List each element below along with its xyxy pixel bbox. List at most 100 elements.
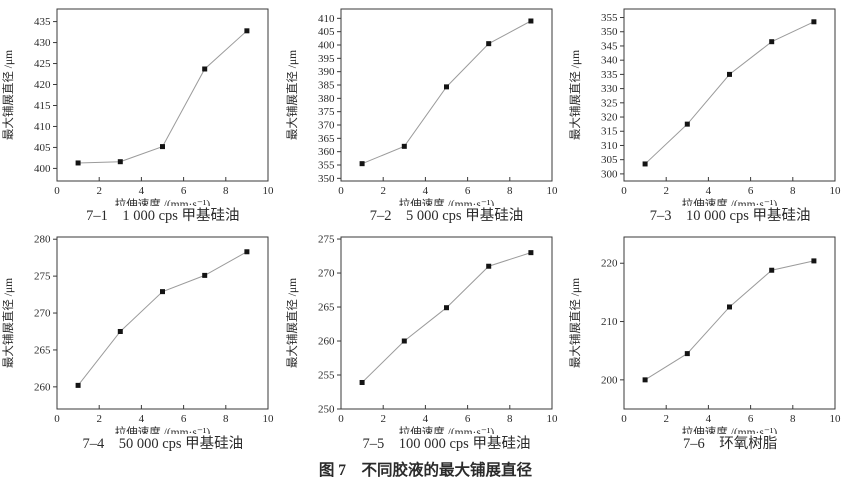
x-tick-label: 6 [181, 413, 187, 425]
data-point [485, 263, 491, 269]
y-tick-label: 270 [34, 308, 51, 320]
data-point [160, 144, 165, 150]
data-point [359, 161, 365, 167]
x-tick-label: 0 [54, 413, 60, 425]
x-axis-label: 拉伸速度 /(mm·s⁻¹) [682, 197, 778, 206]
x-tick-label: 4 [139, 413, 145, 425]
chart-cell-7-2: 350 355 360 365 370 375 380 385 390 395 400 405 410 0… [284, 0, 568, 228]
x-tick-label: 2 [380, 185, 386, 197]
chart-7-4-canvas: 260 265 270 275 280 0 2 4 6 8 10 拉伸速度 /(mm·s⁻¹) 最大铺展… [1, 234, 274, 434]
x-tick-label: 6 [465, 413, 471, 425]
data-point [528, 18, 534, 24]
x-tick-label: 2 [96, 413, 102, 425]
y-tick-label: 350 [601, 26, 618, 38]
chart-7-5-canvas: 250 255 260 265 270 275 0 2 4 6 8 10 拉伸速度 /(mm·s⁻¹) 最… [285, 234, 558, 434]
data-point [244, 28, 250, 34]
data-point [485, 41, 491, 47]
y-tick-label: 260 [318, 336, 335, 348]
x-tick-label: 6 [748, 413, 754, 425]
y-tick-label: 275 [34, 271, 51, 283]
x-axis-label: 拉伸速度 /(mm·s⁻¹) [682, 425, 778, 434]
x-tick-label: 0 [338, 413, 344, 425]
chart-cell-7-3: 300 305 310 315 320 325 330 335 340 345 350 355 0 2 4 6… [567, 0, 851, 228]
figure-caption: 图 7 不同胶液的最大铺展直径 [318, 462, 533, 479]
y-tick-label: 355 [318, 160, 335, 172]
y-tick-label: 305 [601, 154, 618, 166]
x-tick-label: 6 [181, 185, 187, 197]
y-tick-label: 400 [34, 163, 51, 175]
y-tick-label: 250 [318, 404, 335, 416]
y-tick-label: 410 [34, 121, 51, 133]
y-tick-label: 425 [34, 58, 51, 70]
y-tick-label: 330 [601, 83, 618, 95]
x-tick-label: 4 [422, 413, 428, 425]
chart-7-4-subtitle: 7–4 50 000 cps 甲基硅油 [82, 436, 244, 452]
x-tick-label: 2 [664, 185, 670, 197]
y-tick-label: 335 [601, 69, 618, 81]
y-tick-label: 275 [318, 234, 335, 246]
y-axis-label: 最大铺展直径 /μm [285, 278, 299, 368]
y-tick-label: 315 [601, 126, 618, 138]
y-tick-label: 375 [318, 106, 335, 118]
chart-cell-7-6: 200 210 220 0 2 4 6 8 10 拉伸速度 /(mm·s⁻¹) 最大铺展直径 /μm… [567, 228, 851, 456]
x-axis-label: 拉伸速度 /(mm·s⁻¹) [115, 425, 211, 434]
y-tick-label: 390 [318, 66, 335, 78]
data-point [359, 379, 365, 385]
chart-7-1-subtitle: 7–1 1 000 cps 甲基硅油 [86, 208, 240, 224]
x-tick-label: 0 [338, 185, 344, 197]
y-tick-label: 220 [601, 258, 618, 270]
data-point [642, 377, 648, 383]
y-tick-label: 265 [318, 302, 335, 314]
y-tick-label: 380 [318, 93, 335, 105]
x-tick-label: 10 [546, 185, 558, 197]
y-tick-label: 430 [34, 37, 51, 49]
y-tick-label: 370 [318, 120, 335, 132]
plot-frame [340, 8, 553, 182]
y-tick-label: 310 [601, 140, 618, 152]
x-tick-label: 10 [263, 185, 275, 197]
x-tick-label: 6 [748, 185, 754, 197]
chart-cell-7-5: 250 255 260 265 270 275 0 2 4 6 8 10 拉伸速度 /(mm·s⁻¹) 最… [284, 228, 568, 456]
x-tick-label: 10 [830, 185, 842, 197]
y-axis-label: 最大铺展直径 /μm [568, 278, 582, 368]
x-tick-label: 2 [96, 185, 102, 197]
data-point [642, 161, 648, 167]
chart-7-2-subtitle: 7–2 5 000 cps 甲基硅油 [369, 208, 524, 224]
data-point [75, 160, 81, 166]
series-line [361, 252, 531, 383]
x-tick-label: 0 [622, 185, 628, 197]
plot-frame [623, 236, 836, 410]
y-tick-label: 300 [601, 168, 618, 180]
series-line [645, 260, 815, 381]
y-axis-label: 最大铺展直径 /μm [285, 50, 299, 140]
x-tick-label: 0 [622, 413, 628, 425]
data-point [401, 143, 407, 149]
chart-grid: 400 405 410 415 420 425 430 435 0 2 4 6 8 10 拉伸速度 /(mm… [0, 0, 851, 456]
x-tick-label: 8 [790, 185, 796, 197]
y-axis-label: 最大铺展直径 /μm [568, 50, 582, 140]
data-point [202, 66, 208, 72]
y-tick-label: 345 [601, 40, 618, 52]
chart-7-6-subtitle: 7–6 环氧树脂 [683, 436, 778, 452]
chart-7-3-subtitle: 7–3 10 000 cps 甲基硅油 [649, 208, 811, 224]
y-tick-label: 405 [318, 26, 335, 38]
y-tick-label: 265 [34, 344, 51, 356]
y-tick-label: 360 [318, 146, 335, 158]
y-tick-label: 365 [318, 133, 335, 145]
y-tick-label: 435 [34, 16, 51, 28]
y-tick-label: 420 [34, 79, 51, 91]
x-axis-label: 拉伸速度 /(mm·s⁻¹) [398, 425, 494, 434]
y-axis-label: 最大铺展直径 /μm [1, 278, 15, 368]
x-tick-label: 4 [706, 185, 712, 197]
plot-frame [340, 236, 553, 410]
y-tick-label: 280 [34, 234, 51, 246]
x-tick-label: 6 [465, 185, 471, 197]
data-point [685, 121, 691, 127]
chart-cell-7-1: 400 405 410 415 420 425 430 435 0 2 4 6 8 10 拉伸速度 /(mm… [0, 0, 284, 228]
y-tick-label: 270 [318, 268, 335, 280]
series-line [78, 30, 248, 164]
x-tick-label: 8 [223, 413, 229, 425]
y-tick-label: 320 [601, 112, 618, 124]
plot-frame [56, 8, 269, 182]
